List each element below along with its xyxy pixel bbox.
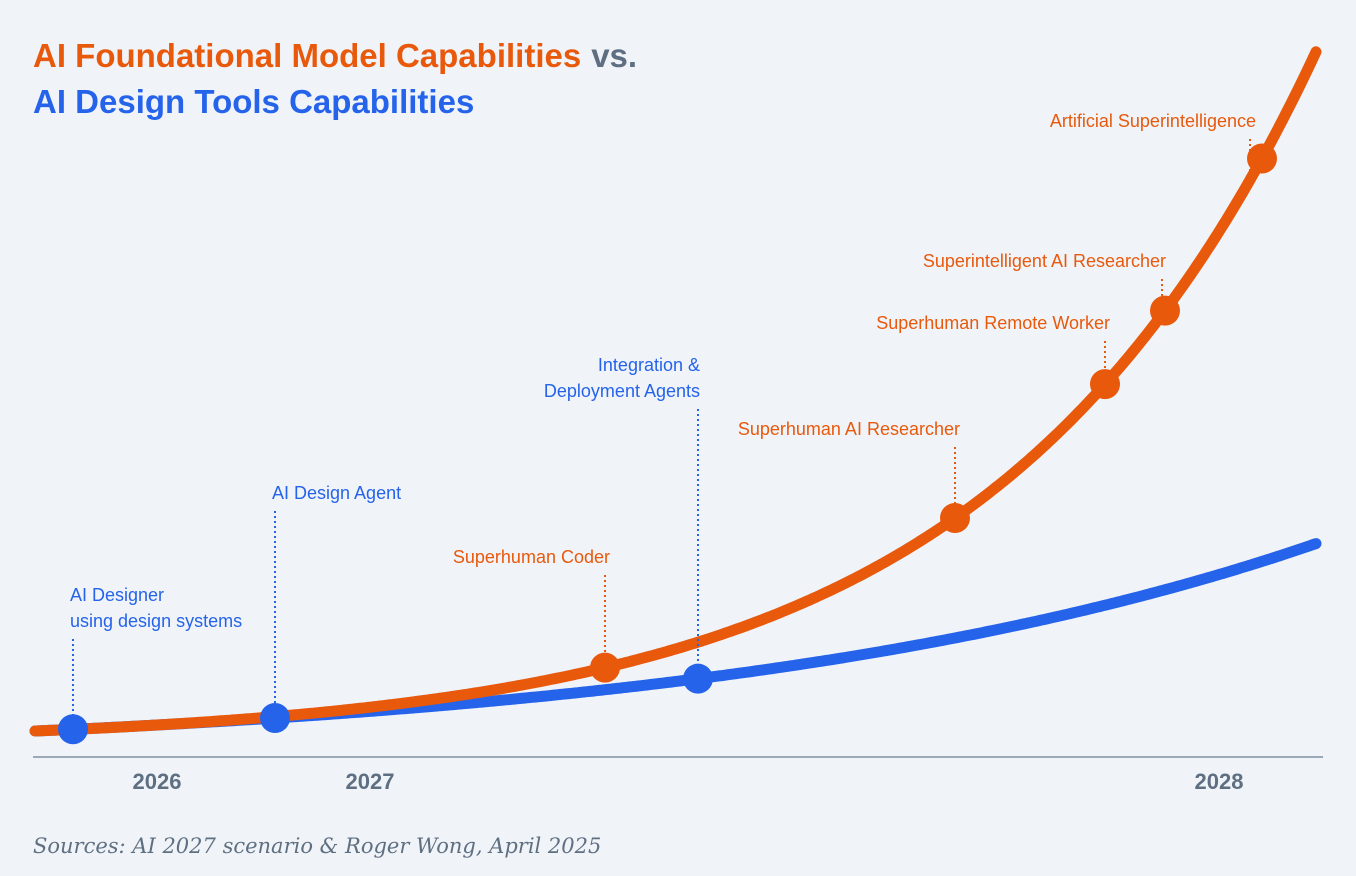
milestone-label: Superhuman Remote Worker (876, 313, 1110, 333)
source: Sources: AI 2027 scenario & Roger Wong, … (33, 834, 601, 858)
milestone-label: Superhuman Coder (453, 547, 610, 567)
title-design: AI Design Tools Capabilities (33, 83, 474, 120)
milestone-dot (260, 703, 290, 734)
milestone-dot (683, 663, 713, 694)
milestone-dot (1150, 295, 1180, 326)
milestone-dot (1247, 143, 1277, 174)
milestone-dot (940, 502, 970, 533)
milestone-label: Artificial Superintelligence (1050, 111, 1256, 131)
milestone-label: using design systems (70, 611, 242, 631)
milestone-label: Superintelligent AI Researcher (923, 251, 1166, 271)
year-label: 2026 (133, 769, 182, 794)
milestone-dot (58, 714, 88, 745)
title-line-1: AI Foundational Model Capabilities vs. (33, 37, 637, 74)
milestone-label: Deployment Agents (544, 381, 700, 401)
milestone-label: AI Designer (70, 585, 164, 605)
milestone-dot (1090, 369, 1120, 400)
milestone-label: Integration & (598, 355, 700, 375)
year-label: 2027 (346, 769, 395, 794)
milestone-label: AI Design Agent (272, 483, 401, 503)
year-label: 2028 (1195, 769, 1244, 794)
milestone-label: Superhuman AI Researcher (738, 419, 960, 439)
title-vs: vs. (591, 37, 637, 74)
milestone-dot (590, 652, 620, 683)
title-model: AI Foundational Model Capabilities (33, 37, 581, 74)
